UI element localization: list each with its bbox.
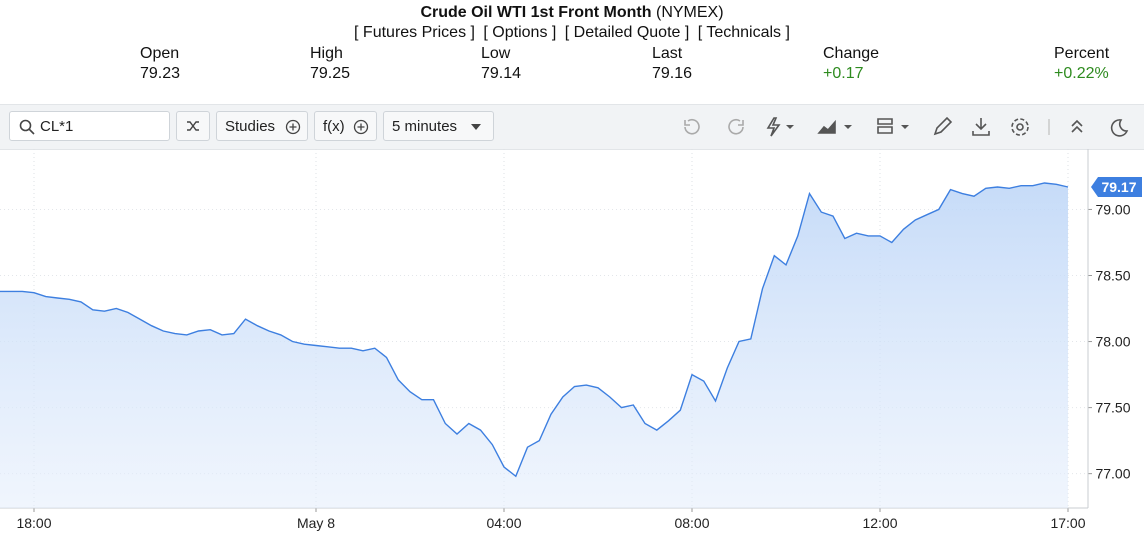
area [0, 183, 1068, 508]
stat-label: Low [481, 45, 511, 62]
button-label: 5 minutes [392, 118, 458, 135]
download-icon[interactable] [972, 118, 990, 136]
stat-value: +0.17 [823, 65, 864, 82]
collapse-icon[interactable] [1071, 119, 1083, 133]
stat-value: 79.23 [140, 65, 181, 82]
y-tick-label: 78.50 [1095, 267, 1130, 283]
functions-button[interactable]: f(x) [314, 111, 377, 141]
stat: Low 79.14 [481, 44, 521, 84]
link[interactable]: [ Options ] [483, 24, 557, 41]
quote-title: Crude Oil WTI 1st Front Month (NYMEX) [0, 4, 1144, 22]
x-tick-label: 04:00 [486, 515, 521, 531]
y-tick-label: 79.00 [1095, 201, 1130, 217]
flash-icon[interactable] [766, 117, 781, 137]
x-tick-label: May 8 [297, 515, 335, 531]
chart-type-icon[interactable] [817, 119, 836, 134]
x-tick-label: 17:00 [1050, 515, 1085, 531]
plus-icon [353, 119, 369, 135]
caret [471, 124, 481, 130]
symbol: CL*1 [40, 118, 74, 135]
stat-label: Open [140, 45, 180, 62]
caret [844, 125, 852, 129]
undo-icon[interactable] [684, 118, 700, 135]
exchange: (NYMEX) [655, 4, 724, 21]
stat: Last 79.16 [652, 44, 692, 84]
draw-icon[interactable] [933, 116, 953, 136]
toolbar: CL*1 Studies f(x) 5 minutes [0, 104, 1144, 150]
stat-label: Last [652, 45, 683, 62]
stat-label: Percent [1054, 45, 1110, 62]
compare-icon [187, 121, 199, 131]
x-tick-label: 18:00 [16, 515, 51, 531]
price-marker-label: 79.17 [1101, 179, 1136, 195]
layout-icon[interactable] [877, 118, 893, 134]
button-label: f(x) [323, 118, 345, 135]
chart: 77.00 77.50 78.00 78.50 79.00 18:00 May 8 04:00… [0, 149, 1142, 531]
stat-value: +0.22% [1054, 65, 1109, 82]
button-label: Studies [225, 118, 276, 135]
price-marker [1091, 176, 1142, 197]
quote-links: [ Futures Prices ] [ Options ] [ Detaile… [0, 24, 1144, 42]
stat-value: 79.16 [652, 65, 693, 82]
y-tick-label: 77.00 [1095, 466, 1130, 482]
y-tick-label: 78.00 [1095, 334, 1130, 350]
stat: Open 79.23 [140, 44, 180, 84]
search-icon [19, 119, 35, 135]
interval-select[interactable]: 5 minutes [383, 111, 494, 141]
compare-button[interactable] [176, 111, 210, 141]
stat: High 79.25 [310, 44, 350, 84]
caret [786, 125, 794, 129]
plus-icon [285, 119, 301, 135]
stat-value: 79.25 [310, 65, 351, 82]
toolbar-icons [684, 116, 1129, 137]
stat-label: Change [823, 45, 880, 62]
link[interactable]: [ Detailed Quote ] [564, 24, 690, 41]
stat-value: 79.14 [481, 65, 522, 82]
stat: Percent +0.22% [1054, 44, 1109, 84]
link[interactable]: [ Technicals ] [697, 24, 790, 41]
studies-button[interactable]: Studies [216, 111, 308, 141]
line [0, 182, 1069, 478]
theme-icon[interactable] [1110, 119, 1129, 137]
symbol-search[interactable]: CL*1 [9, 111, 170, 141]
link[interactable]: [ Futures Prices ] [354, 24, 475, 41]
y-tick-label: 77.50 [1095, 400, 1130, 416]
x-tick-label: 12:00 [862, 515, 897, 531]
caret [901, 125, 909, 129]
x-tick-label: 08:00 [674, 515, 709, 531]
stat-label: High [310, 45, 343, 62]
stat: Change +0.17 [823, 44, 879, 84]
title: Crude Oil WTI 1st Front Month [420, 4, 652, 21]
settings-icon[interactable] [1016, 123, 1024, 131]
redo-icon[interactable] [728, 118, 744, 135]
